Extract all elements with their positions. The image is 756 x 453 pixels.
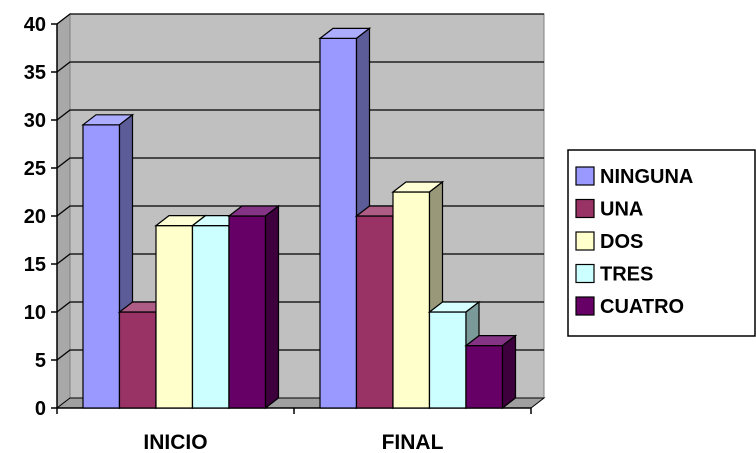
x-category-label: INICIO	[143, 431, 207, 453]
legend-swatch	[575, 166, 595, 186]
bar-front	[355, 215, 394, 409]
gridline	[56, 109, 544, 121]
y-tick-label: 40	[24, 14, 46, 36]
legend-swatch	[575, 231, 595, 251]
legend-swatch	[575, 263, 595, 284]
legend-item: TRES	[575, 263, 653, 286]
x-category-label: FINAL	[382, 431, 444, 453]
legend-label: NINGUNA	[600, 166, 693, 188]
gridline	[56, 61, 544, 73]
bar-side	[501, 334, 517, 410]
bar-front	[319, 37, 358, 409]
bars	[81, 27, 518, 410]
bar-front	[191, 225, 230, 409]
bar-front	[228, 215, 267, 409]
bar-front	[155, 225, 194, 409]
bar-front	[118, 311, 157, 409]
legend-item: DOS	[575, 231, 643, 253]
legend: NINGUNA UNA DOS TRES CUATRO	[567, 149, 756, 337]
legend-swatch	[575, 198, 595, 219]
bar-front	[82, 124, 121, 409]
bar-side	[264, 204, 280, 410]
bar-front	[465, 345, 504, 409]
bar-cuatro-inicio	[227, 204, 281, 410]
y-tick-label: 20	[24, 206, 46, 228]
y-tick-label: 5	[35, 350, 46, 372]
gridline	[56, 157, 544, 169]
bar-ninguna-inicio	[81, 113, 135, 410]
y-axis-ticks: 0 5 10 15 20 25 30 35 40	[24, 14, 57, 420]
legend-item: UNA	[575, 198, 643, 221]
legend-swatch	[575, 296, 595, 316]
legend-label: TRES	[600, 264, 653, 286]
legend-item: NINGUNA	[575, 166, 693, 188]
x-axis-labels: INICIO FINAL	[143, 431, 443, 453]
bar-front	[392, 191, 431, 409]
y-tick-label: 35	[24, 62, 46, 84]
legend-item: CUATRO	[575, 296, 684, 318]
gridline	[56, 13, 544, 25]
y-tick-label: 30	[24, 110, 46, 132]
legend-label: CUATRO	[600, 296, 684, 318]
bar-front	[428, 311, 467, 409]
y-tick-label: 10	[24, 302, 46, 324]
legend-label: UNA	[600, 199, 643, 221]
y-tick-label: 25	[24, 158, 46, 180]
bar-cuatro-final	[464, 334, 518, 410]
legend-label: DOS	[600, 231, 643, 253]
y-tick-label: 15	[24, 254, 46, 276]
legend-box	[567, 149, 756, 337]
y-tick-label: 0	[35, 398, 46, 420]
